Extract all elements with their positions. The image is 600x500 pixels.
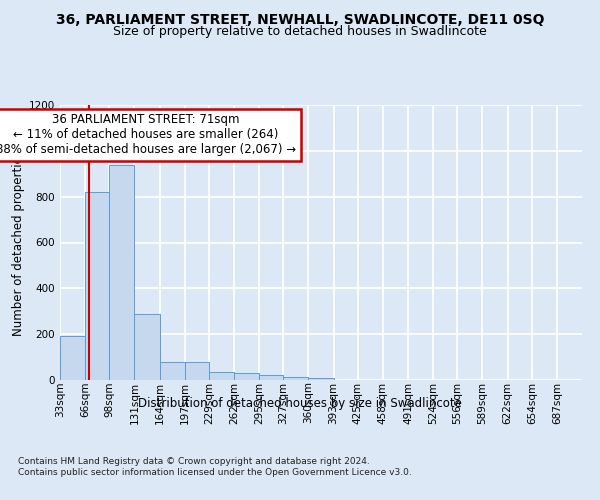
Text: 36, PARLIAMENT STREET, NEWHALL, SWADLINCOTE, DE11 0SQ: 36, PARLIAMENT STREET, NEWHALL, SWADLINC…: [56, 12, 544, 26]
Bar: [308, 378, 334, 380]
Bar: [185, 362, 209, 380]
Text: Contains HM Land Registry data © Crown copyright and database right 2024.
Contai: Contains HM Land Registry data © Crown c…: [18, 458, 412, 477]
Bar: [283, 377, 308, 380]
Bar: [134, 314, 160, 380]
Bar: [259, 376, 283, 380]
Text: Size of property relative to detached houses in Swadlincote: Size of property relative to detached ho…: [113, 25, 487, 38]
Y-axis label: Number of detached properties: Number of detached properties: [12, 150, 25, 336]
Bar: [234, 372, 259, 380]
Text: 36 PARLIAMENT STREET: 71sqm
← 11% of detached houses are smaller (264)
88% of se: 36 PARLIAMENT STREET: 71sqm ← 11% of det…: [0, 114, 296, 156]
Bar: [109, 164, 134, 380]
Bar: [209, 372, 234, 380]
Bar: [160, 362, 185, 380]
Bar: [85, 192, 109, 380]
Bar: [60, 336, 85, 380]
Text: Distribution of detached houses by size in Swadlincote: Distribution of detached houses by size …: [138, 398, 462, 410]
